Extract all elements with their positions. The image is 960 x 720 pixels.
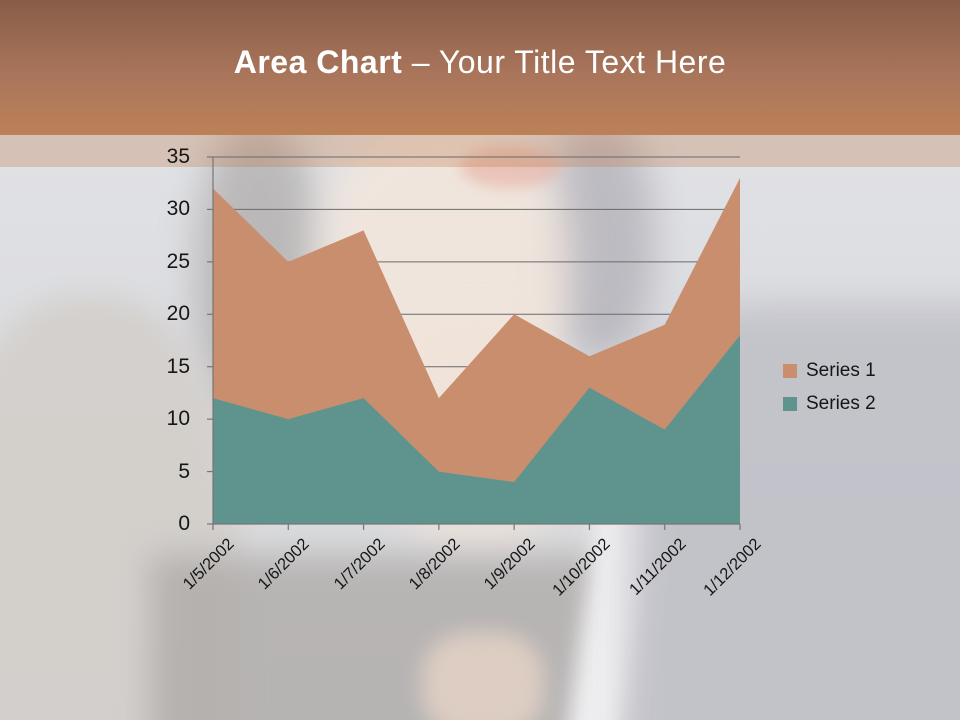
legend-swatch-icon: [783, 364, 797, 378]
chart-legend: Series 1 Series 2: [783, 360, 876, 426]
y-axis-tick-label: 30: [166, 197, 190, 221]
legend-label: Series 2: [806, 393, 876, 414]
y-axis-tick-label: 0: [178, 512, 190, 535]
photo-hand-shape: [422, 632, 544, 720]
y-axis-tick-label: 10: [166, 407, 190, 431]
slide-title-rest: – Your Title Text Here: [411, 44, 727, 80]
slide-title-bold: Area Chart: [233, 44, 403, 80]
y-axis-tick-label: 35: [166, 145, 190, 168]
header-accent-band: [0, 135, 960, 167]
legend-label: Series 1: [806, 360, 876, 381]
legend-item: Series 2: [783, 393, 876, 415]
legend-item: Series 1: [783, 360, 876, 382]
y-axis-tick-label: 20: [166, 302, 190, 326]
slide-title: Area Chart – Your Title Text Here: [234, 44, 727, 81]
legend-swatch-icon: [783, 397, 797, 411]
slide-header: Area Chart – Your Title Text Here: [0, 0, 960, 135]
y-axis-tick-label: 15: [166, 354, 190, 378]
y-axis-tick-label: 5: [178, 459, 190, 483]
photo-lips-shape: [460, 146, 562, 188]
y-axis-tick-label: 25: [166, 249, 190, 273]
